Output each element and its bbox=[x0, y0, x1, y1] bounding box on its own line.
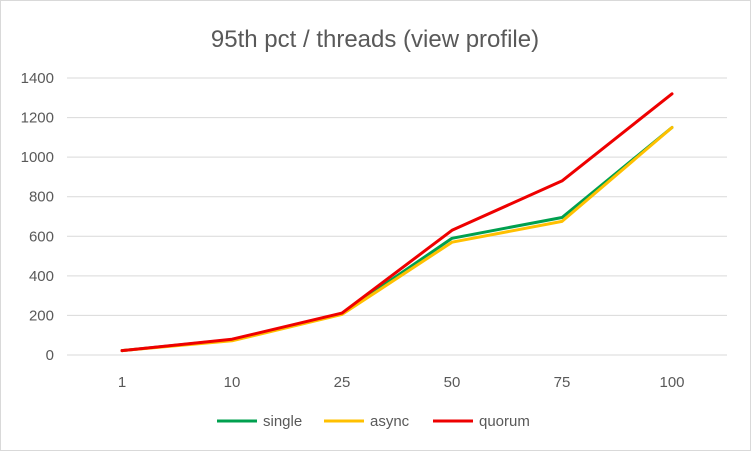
legend-label-single: single bbox=[263, 413, 302, 430]
y-axis-ticks: 0 200 400 600 800 1000 1200 1400 bbox=[21, 70, 54, 364]
y-tick-label: 1400 bbox=[21, 70, 54, 87]
series-line-quorum bbox=[120, 92, 674, 353]
x-tick-label: 75 bbox=[554, 374, 571, 391]
y-tick-label: 1000 bbox=[21, 149, 54, 166]
x-tick-label: 50 bbox=[444, 374, 461, 391]
x-tick-label: 1 bbox=[118, 374, 126, 391]
series-lines bbox=[120, 92, 674, 353]
y-tick-label: 0 bbox=[46, 347, 54, 364]
legend-label-quorum: quorum bbox=[479, 413, 530, 430]
legend-label-async: async bbox=[370, 413, 410, 430]
y-tick-label: 600 bbox=[29, 228, 54, 245]
y-tick-label: 800 bbox=[29, 189, 54, 206]
y-tick-label: 1200 bbox=[21, 110, 54, 127]
x-tick-label: 100 bbox=[659, 374, 684, 391]
x-tick-label: 25 bbox=[334, 374, 351, 391]
legend: single async quorum bbox=[217, 413, 530, 430]
x-tick-label: 10 bbox=[224, 374, 241, 391]
gridlines bbox=[67, 77, 727, 356]
y-tick-label: 400 bbox=[29, 268, 54, 285]
x-axis-ticks: 1 10 25 50 75 100 bbox=[118, 374, 685, 391]
y-tick-label: 200 bbox=[29, 307, 54, 324]
chart-title: 95th pct / threads (view profile) bbox=[211, 26, 539, 53]
